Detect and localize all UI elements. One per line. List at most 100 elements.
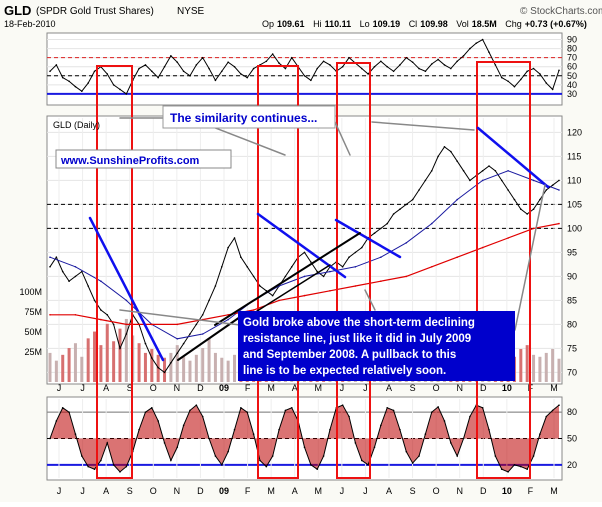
x-tick-label: F <box>528 486 534 496</box>
similarity-callout-box <box>162 105 336 129</box>
data-point <box>170 55 172 57</box>
data-point <box>424 433 427 435</box>
data-point <box>322 60 325 63</box>
volume-bar <box>137 343 141 382</box>
data-point <box>380 256 382 259</box>
data-point <box>246 266 249 268</box>
callout-pointer <box>364 289 376 311</box>
data-point <box>450 150 452 153</box>
volume-tick-label: 100M <box>19 287 42 297</box>
callout-pointer <box>514 184 546 331</box>
x-tick-label: J <box>57 486 62 496</box>
data-point <box>144 411 147 413</box>
data-point <box>55 420 58 422</box>
data-point <box>265 465 268 468</box>
data-point <box>456 198 459 201</box>
data-point <box>290 266 293 268</box>
data-point <box>558 69 560 72</box>
data-point <box>469 47 471 50</box>
chart-header: GLD (SPDR Gold Trust Shares) NYSE © Stoc… <box>4 3 602 29</box>
data-point <box>545 189 548 191</box>
data-point <box>418 67 420 70</box>
callout-pointer <box>119 309 241 326</box>
data-point <box>61 76 64 79</box>
data-point <box>322 275 325 278</box>
volume-bar <box>538 356 542 382</box>
data-point <box>74 314 77 316</box>
data-point <box>354 285 357 287</box>
data-point <box>100 309 102 311</box>
volume-bar <box>61 354 65 382</box>
data-point <box>316 67 319 70</box>
data-point <box>163 65 166 68</box>
data-point <box>526 213 528 215</box>
data-point <box>195 323 198 326</box>
data-point <box>462 437 465 440</box>
data-point <box>507 189 509 191</box>
data-point <box>456 455 459 457</box>
data-point <box>157 420 159 422</box>
data-point <box>49 314 51 316</box>
breakout-callout: Gold broke above the short-term declinin… <box>238 311 515 381</box>
data-point <box>456 60 459 63</box>
data-point <box>399 64 401 66</box>
data-point <box>532 227 535 230</box>
x-tick-label: S <box>127 486 133 496</box>
x-tick-label: A <box>292 486 298 496</box>
volume-bar <box>557 358 561 382</box>
data-point <box>252 309 255 311</box>
x-tick-label: F <box>245 486 251 496</box>
data-point <box>303 294 306 297</box>
data-point <box>520 78 522 81</box>
x-tick-label: J <box>80 486 85 496</box>
x-tick-label: A <box>103 486 109 496</box>
data-point <box>507 80 509 83</box>
data-point <box>176 446 179 449</box>
data-point <box>545 82 548 84</box>
data-point <box>310 261 312 263</box>
data-point <box>551 184 554 186</box>
data-point <box>138 67 140 70</box>
data-point <box>144 64 147 66</box>
data-point <box>233 428 236 431</box>
oscillator-fill <box>50 405 559 472</box>
data-point <box>125 323 128 326</box>
data-point <box>329 270 331 273</box>
data-point <box>469 179 471 182</box>
x-tick-label: J <box>80 383 85 393</box>
data-point <box>545 415 548 418</box>
data-point <box>520 208 522 210</box>
data-point <box>112 464 115 466</box>
data-point <box>214 455 217 457</box>
data-point <box>74 266 77 268</box>
volume-bar <box>532 354 536 382</box>
data-point <box>430 411 433 413</box>
data-point <box>214 79 217 82</box>
data-point <box>284 67 287 70</box>
data-point <box>405 203 408 206</box>
x-tick-label: O <box>150 383 157 393</box>
data-point <box>405 450 408 453</box>
data-point <box>61 406 64 409</box>
rising-trendline <box>214 232 361 326</box>
data-point <box>303 446 306 449</box>
data-point <box>532 455 535 457</box>
volume-bar <box>67 348 71 382</box>
volume-bar <box>105 323 109 382</box>
data-point <box>411 61 414 63</box>
data-point <box>220 266 223 268</box>
data-point <box>151 406 153 409</box>
x-tick-label: D <box>480 383 487 393</box>
x-tick-label: N <box>456 383 463 393</box>
x-tick-label: J <box>57 383 62 393</box>
data-point <box>469 415 471 418</box>
data-point <box>68 80 70 83</box>
data-point <box>405 275 408 278</box>
breakout-callout-line: and September 2008. A pullback to this <box>243 349 456 361</box>
exchange-label: NYSE <box>177 6 205 17</box>
data-point <box>100 318 102 321</box>
data-point <box>220 70 223 73</box>
x-tick-label: J <box>340 486 345 496</box>
data-point <box>481 246 484 249</box>
data-point <box>341 404 344 406</box>
